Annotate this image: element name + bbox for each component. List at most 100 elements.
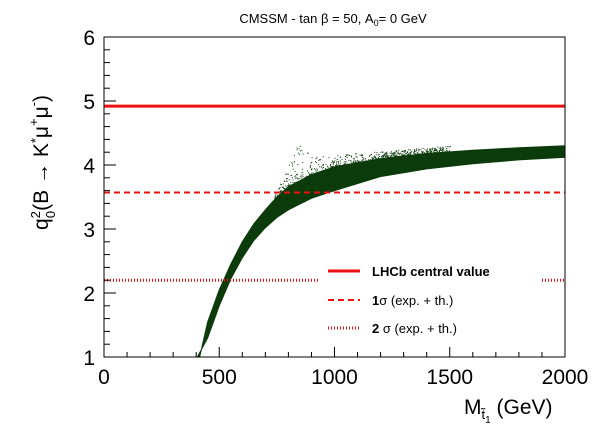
scan-point bbox=[309, 174, 311, 176]
scan-point bbox=[393, 152, 395, 154]
scan-point bbox=[297, 174, 299, 176]
scan-point bbox=[286, 188, 288, 190]
scan-point bbox=[302, 162, 304, 164]
scan-point bbox=[429, 150, 431, 152]
scan-point bbox=[384, 158, 386, 160]
scan-point bbox=[310, 174, 312, 176]
scan-point bbox=[298, 181, 300, 183]
scan-point bbox=[328, 168, 330, 170]
scan-point bbox=[397, 152, 399, 154]
scan-point bbox=[361, 155, 363, 157]
scan-point bbox=[280, 193, 282, 195]
scan-point bbox=[382, 156, 384, 158]
scan-point bbox=[335, 165, 337, 167]
scan-point bbox=[281, 193, 283, 195]
scan-point bbox=[279, 190, 281, 192]
scan-point bbox=[353, 160, 355, 162]
scan-point bbox=[315, 170, 317, 172]
scan-point bbox=[354, 163, 356, 165]
scan-point bbox=[344, 158, 346, 160]
scan-point bbox=[331, 166, 333, 168]
scan-point bbox=[368, 156, 370, 158]
scan-point bbox=[446, 151, 448, 153]
scan-point bbox=[374, 151, 376, 153]
scan-point bbox=[383, 155, 385, 157]
scan-point bbox=[358, 162, 360, 164]
xlabel-sub-symbol: t̃ bbox=[480, 407, 486, 422]
scan-point bbox=[330, 162, 332, 164]
scan-point bbox=[350, 163, 352, 165]
scan-point bbox=[407, 154, 409, 156]
scan-point bbox=[372, 159, 374, 161]
scan-point bbox=[344, 164, 346, 166]
scan-point bbox=[287, 173, 289, 175]
scan-point bbox=[429, 152, 431, 154]
scan-point bbox=[427, 151, 429, 153]
ylabel-star: * bbox=[28, 138, 43, 143]
scan-point bbox=[349, 163, 351, 165]
scan-point bbox=[315, 162, 317, 164]
scan-point bbox=[403, 155, 405, 157]
scan-point bbox=[280, 183, 282, 185]
scan-point bbox=[288, 179, 290, 181]
scan-point bbox=[431, 147, 433, 149]
scan-point bbox=[325, 169, 327, 171]
scan-point bbox=[393, 154, 395, 156]
chart-title: CMSSM - tan β = 50, A0= 0 GeV bbox=[239, 11, 427, 28]
scan-point bbox=[308, 176, 310, 178]
scan-point bbox=[434, 149, 436, 151]
scan-point bbox=[392, 152, 394, 154]
scan-point bbox=[351, 161, 353, 163]
scan-point bbox=[289, 186, 291, 188]
scan-point bbox=[307, 170, 309, 172]
scan-point bbox=[443, 151, 445, 153]
scan-point bbox=[379, 158, 381, 160]
scan-point bbox=[340, 162, 342, 164]
scan-point bbox=[306, 177, 308, 179]
scan-point bbox=[336, 165, 338, 167]
scan-point bbox=[386, 156, 388, 158]
scan-point bbox=[284, 190, 286, 192]
scan-point bbox=[427, 153, 429, 155]
scan-point bbox=[307, 152, 309, 154]
scan-point bbox=[283, 180, 285, 182]
scan-point bbox=[324, 168, 326, 170]
scan-point bbox=[385, 156, 387, 158]
ylabel-mu1: μ bbox=[30, 126, 53, 138]
scan-point bbox=[401, 154, 403, 156]
scan-point bbox=[274, 197, 276, 199]
scan-point bbox=[445, 146, 447, 148]
scan-point bbox=[317, 169, 319, 171]
scan-point bbox=[291, 162, 293, 164]
scan-point bbox=[401, 154, 403, 156]
scan-point bbox=[334, 166, 336, 168]
scan-point bbox=[431, 152, 433, 154]
scan-point bbox=[360, 161, 362, 163]
scan-point bbox=[407, 151, 409, 153]
y-tick-label: 5 bbox=[83, 91, 95, 114]
scan-point bbox=[339, 165, 341, 167]
scan-point bbox=[449, 145, 451, 147]
xlabel-unit: (GeV) bbox=[491, 396, 553, 419]
scan-point bbox=[399, 154, 401, 156]
scan-point bbox=[439, 146, 441, 148]
scan-point bbox=[409, 149, 411, 151]
scan-point bbox=[293, 161, 295, 163]
scan-point bbox=[397, 151, 399, 153]
scan-point bbox=[424, 148, 426, 150]
scan-point bbox=[394, 152, 396, 154]
scan-point bbox=[274, 198, 276, 200]
scan-point bbox=[274, 199, 276, 201]
scan-point bbox=[333, 161, 335, 163]
scan-point bbox=[373, 159, 375, 161]
scan-point bbox=[346, 157, 348, 159]
scan-point bbox=[426, 151, 428, 153]
y-tick-label: 6 bbox=[83, 27, 95, 50]
scan-point bbox=[295, 175, 297, 177]
scan-point bbox=[338, 164, 340, 166]
scan-point bbox=[282, 183, 284, 185]
ylabel-minus: - bbox=[26, 102, 41, 106]
scan-point bbox=[369, 154, 371, 156]
scan-point bbox=[285, 188, 287, 190]
scan-point bbox=[332, 161, 334, 163]
